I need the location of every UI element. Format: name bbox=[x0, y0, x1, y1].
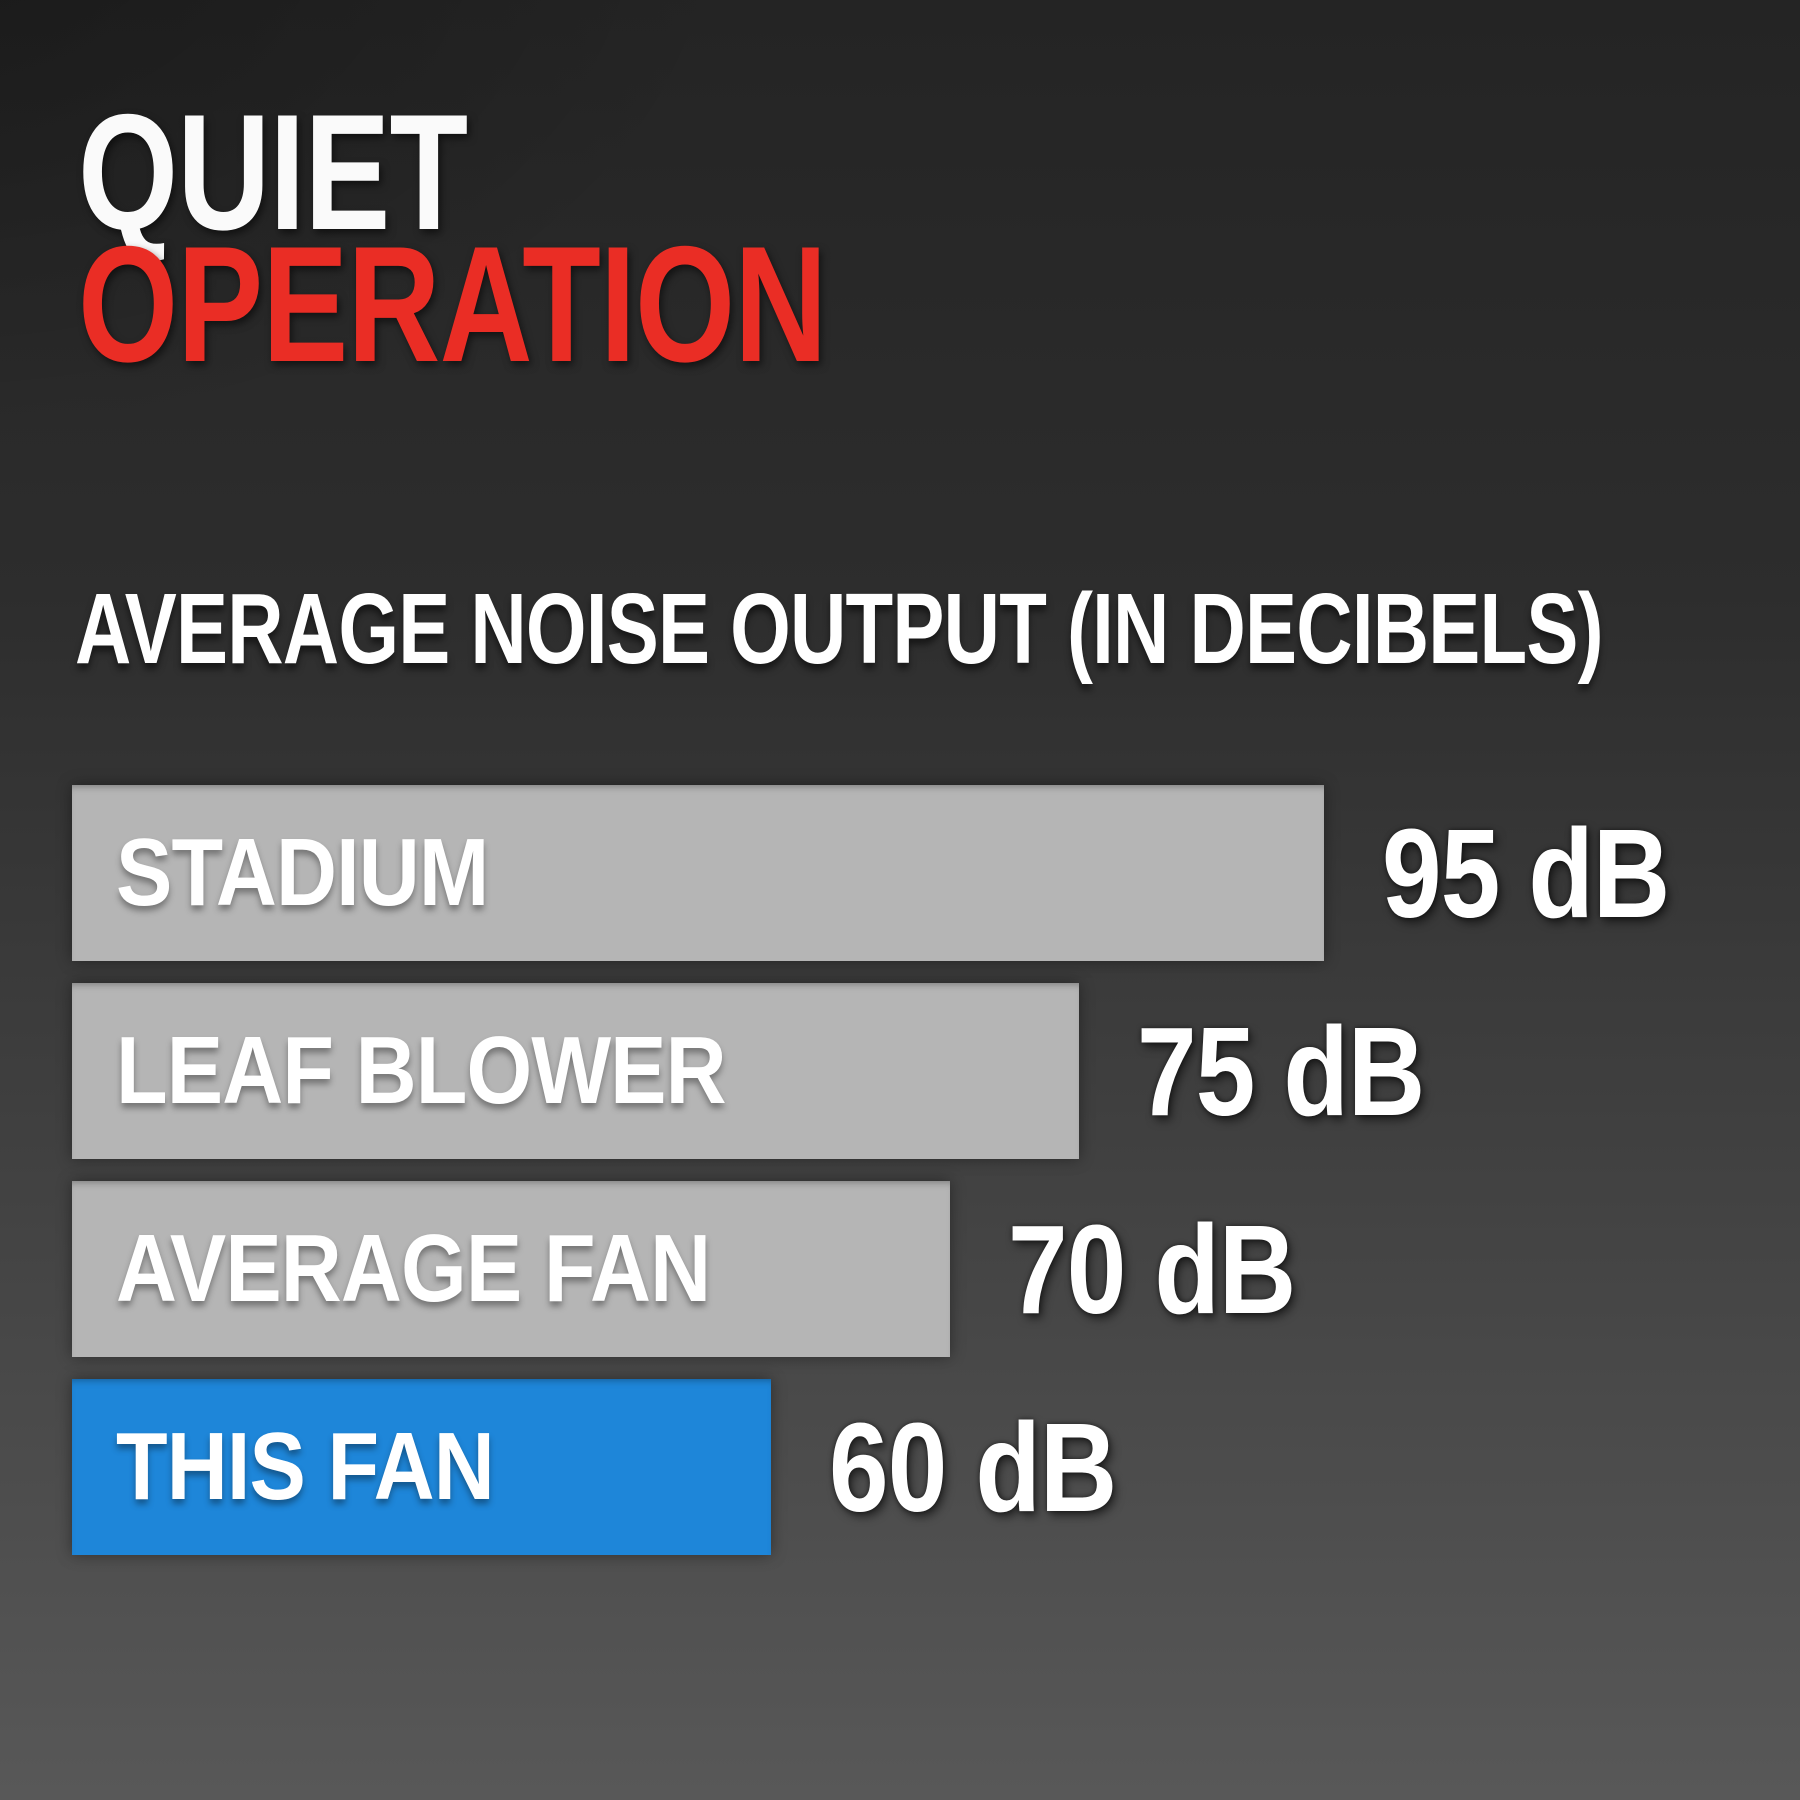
bar-row: STADIUM 95 dB bbox=[72, 785, 1800, 961]
bar-value-label: 75 dB bbox=[1137, 1000, 1425, 1142]
title-line-1: QUIET bbox=[78, 80, 468, 264]
bar-value-label: 95 dB bbox=[1382, 802, 1670, 944]
bar-chart: STADIUM 95 dB LEAF BLOWER 75 dB AVERAGE … bbox=[72, 785, 1800, 1577]
bar-label: LEAF BLOWER bbox=[116, 1017, 727, 1124]
bar: LEAF BLOWER bbox=[72, 983, 1079, 1159]
title-line-2: OPERATION bbox=[78, 212, 827, 396]
title-line-1-wrap: QUIET bbox=[78, 80, 1038, 264]
bar: AVERAGE FAN bbox=[72, 1181, 950, 1357]
bar: STADIUM bbox=[72, 785, 1324, 961]
bar-row: THIS FAN 60 dB bbox=[72, 1379, 1800, 1555]
bar-label: AVERAGE FAN bbox=[116, 1215, 711, 1322]
bar-label: STADIUM bbox=[116, 819, 489, 926]
bar-row: LEAF BLOWER 75 dB bbox=[72, 983, 1800, 1159]
title-line-2-wrap: OPERATION bbox=[78, 212, 1038, 396]
bar-value-label: 70 dB bbox=[1008, 1198, 1296, 1340]
bar: THIS FAN bbox=[72, 1379, 771, 1555]
bar-row: AVERAGE FAN 70 dB bbox=[72, 1181, 1800, 1357]
bar-value-label: 60 dB bbox=[829, 1396, 1117, 1538]
chart-title: AVERAGE NOISE OUTPUT (IN DECIBELS) bbox=[75, 573, 1604, 685]
page-title: QUIET OPERATION bbox=[78, 80, 1038, 396]
chart-title-wrap: AVERAGE NOISE OUTPUT (IN DECIBELS) bbox=[75, 579, 1800, 679]
bar-label: THIS FAN bbox=[116, 1413, 495, 1520]
